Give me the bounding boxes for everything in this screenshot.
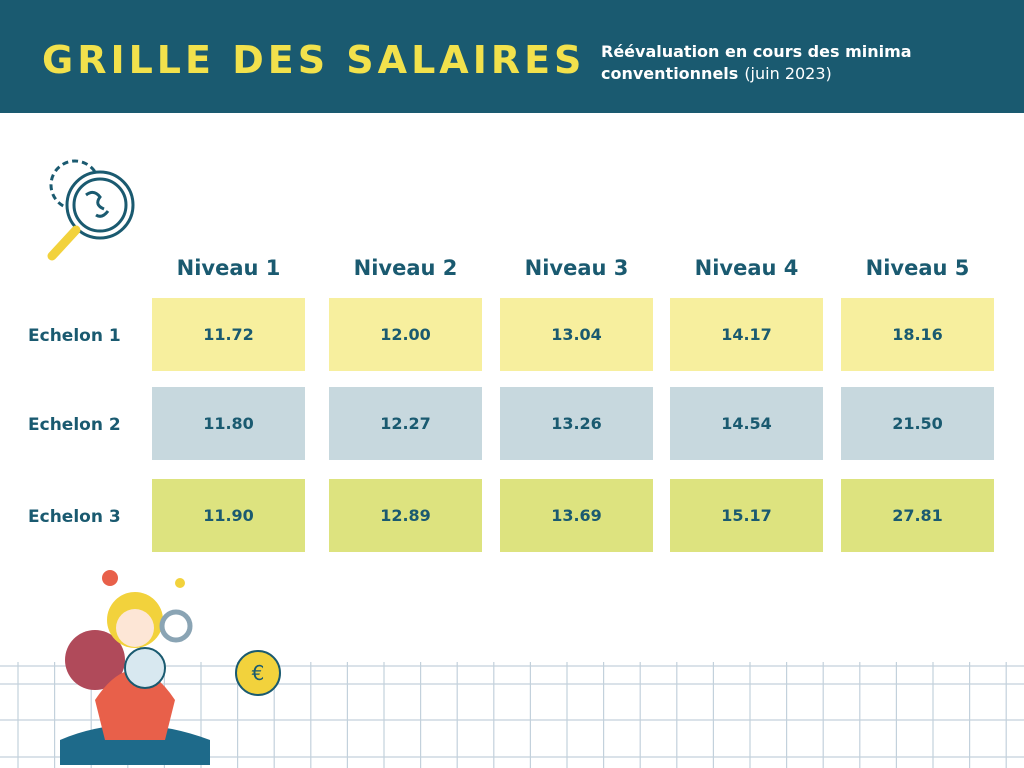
magnifier-icon [47, 159, 135, 261]
subtitle-text: Réévaluation en cours des minima convent… [601, 42, 912, 83]
row-label: Echelon 3 [28, 507, 121, 527]
salary-cell: 13.69 [500, 479, 653, 552]
illustration: € [60, 570, 281, 765]
svg-text:€: € [252, 661, 265, 685]
row-label: Echelon 1 [28, 326, 121, 346]
salary-cell: 14.54 [670, 387, 823, 460]
salary-cell: 21.50 [841, 387, 994, 460]
salary-cell: 27.81 [841, 479, 994, 552]
salary-cell: 18.16 [841, 298, 994, 371]
salary-cell: 14.17 [670, 298, 823, 371]
salary-cell: 11.90 [152, 479, 305, 552]
column-header: Niveau 2 [353, 256, 458, 280]
column-header: Niveau 1 [176, 256, 281, 280]
salary-cell: 12.00 [329, 298, 482, 371]
salary-cell: 12.27 [329, 387, 482, 460]
row-label: Echelon 2 [28, 415, 121, 435]
subtitle: Réévaluation en cours des minima convent… [601, 41, 1001, 85]
column-header: Niveau 5 [865, 256, 970, 280]
salary-cell: 13.26 [500, 387, 653, 460]
title: GRILLE DES SALAIRES [42, 38, 586, 82]
salary-cell: 11.80 [152, 387, 305, 460]
salary-cell: 15.17 [670, 479, 823, 552]
salary-cell: 11.72 [152, 298, 305, 371]
column-header: Niveau 3 [524, 256, 629, 280]
salary-cell: 13.04 [500, 298, 653, 371]
column-header: Niveau 4 [694, 256, 799, 280]
salary-cell: 12.89 [329, 479, 482, 552]
header-bar [0, 0, 1024, 113]
date: (juin 2023) [744, 64, 832, 83]
